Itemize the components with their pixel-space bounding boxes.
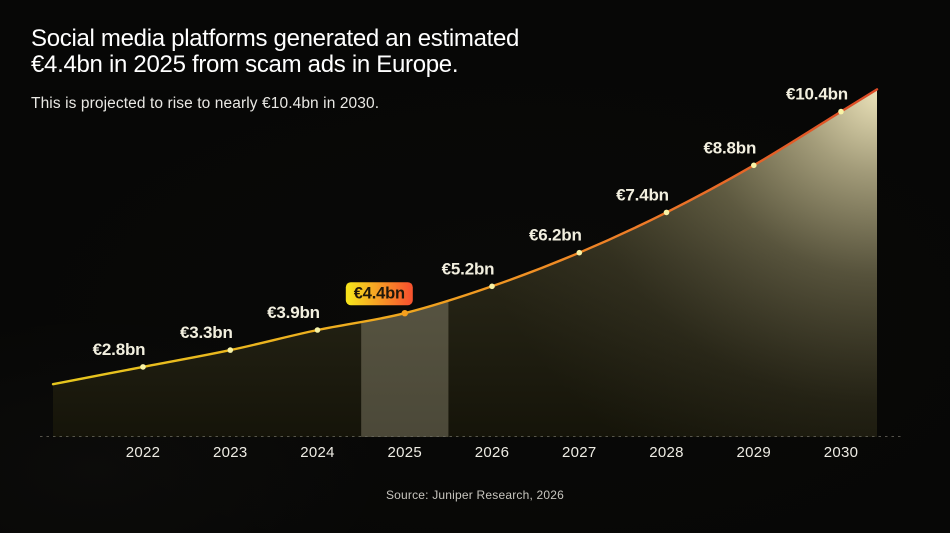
highlight-badge-2025: €4.4bn	[345, 282, 413, 306]
value-label-2027: €6.2bn	[529, 226, 582, 245]
x-tick-2022: 2022	[126, 444, 161, 461]
x-tick-2030: 2030	[824, 444, 859, 461]
value-label-2029: €8.8bn	[703, 138, 756, 157]
value-label-2026: €5.2bn	[442, 259, 495, 278]
value-label-2024: €3.9bn	[267, 303, 320, 322]
value-label-2030: €10.4bn	[786, 85, 848, 104]
x-tick-2027: 2027	[562, 444, 597, 461]
data-points	[140, 108, 844, 370]
value-label-2022: €2.8bn	[93, 340, 146, 359]
data-point-2023	[227, 347, 234, 353]
x-tick-2025: 2025	[387, 444, 422, 461]
data-point-2024	[314, 327, 321, 333]
page-subtitle: This is projected to rise to nearly €10.…	[31, 95, 380, 112]
page-title: Social media platforms generated an esti…	[31, 26, 519, 78]
data-point-2029	[751, 162, 757, 169]
x-tick-2023: 2023	[213, 444, 248, 461]
data-point-2027	[576, 249, 583, 256]
source-note: Source: Juniper Research, 2026	[385, 488, 565, 502]
badge-background	[345, 282, 413, 306]
value-label-2023: €3.3bn	[180, 323, 233, 342]
data-point-2030	[838, 108, 844, 115]
header: Social media platforms generated an esti…	[31, 26, 519, 113]
value-label-2028: €7.4bn	[616, 185, 669, 204]
data-point-2026	[489, 283, 495, 290]
x-tick-2028: 2028	[649, 444, 684, 461]
value-labels: €2.8bn €3.3bn €3.9bn €5.2bn €6.2bn €7.4b…	[93, 85, 848, 359]
data-point-2025-highlighted	[401, 310, 408, 317]
x-tick-2024: 2024	[300, 444, 335, 461]
x-axis-labels: 2022 2023 2024 2025 2026 2027 2028 2029 …	[126, 444, 859, 461]
data-point-2022	[140, 364, 146, 370]
title-line-1: Social media platforms generated an esti…	[31, 25, 520, 52]
data-point-2028	[663, 209, 670, 216]
badge-value-label: €4.4bn	[354, 285, 405, 303]
title-line-2: €4.4bn in 2025 from scam ads in Europe.	[31, 51, 459, 78]
highlight-band-2025	[361, 89, 449, 437]
x-tick-2029: 2029	[736, 444, 771, 461]
x-tick-2026: 2026	[475, 444, 510, 461]
